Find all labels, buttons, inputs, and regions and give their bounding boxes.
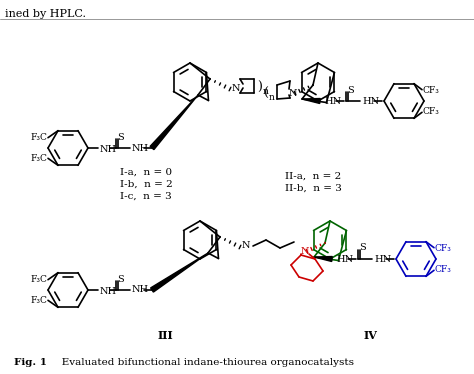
Text: Fig. 1: Fig. 1 [14, 358, 47, 367]
Text: I-b,  n = 2: I-b, n = 2 [120, 180, 173, 189]
Text: ined by HPLC.: ined by HPLC. [5, 9, 86, 19]
Text: NH: NH [132, 144, 149, 153]
Text: F₃C: F₃C [30, 133, 47, 142]
Text: CF₃: CF₃ [435, 265, 452, 274]
Text: S: S [117, 132, 124, 141]
Text: HN: HN [374, 254, 391, 264]
Text: N: N [301, 246, 309, 255]
Text: S: S [359, 243, 366, 252]
Text: Evaluated bifunctional indane-thiourea organocatalysts: Evaluated bifunctional indane-thiourea o… [52, 358, 354, 367]
Polygon shape [302, 98, 320, 104]
Text: NH: NH [100, 286, 117, 295]
Text: n: n [269, 92, 275, 101]
Text: F₃C: F₃C [30, 275, 47, 284]
Text: F₃C: F₃C [30, 296, 47, 305]
Text: ): ) [257, 80, 262, 94]
Text: III: III [157, 330, 173, 341]
Text: CF₃: CF₃ [435, 244, 452, 253]
Text: n: n [263, 86, 269, 95]
Text: CF₃: CF₃ [423, 86, 440, 95]
Text: I-a,  n = 0: I-a, n = 0 [120, 168, 172, 177]
Text: N: N [232, 83, 240, 92]
Polygon shape [314, 257, 332, 261]
Text: HN: HN [324, 96, 341, 105]
Text: NH: NH [132, 285, 149, 294]
Polygon shape [151, 253, 208, 292]
Text: F₃C: F₃C [30, 154, 47, 163]
Text: I-c,  n = 3: I-c, n = 3 [120, 192, 172, 201]
Text: II-b,  n = 3: II-b, n = 3 [285, 184, 342, 193]
Text: NH: NH [100, 144, 117, 153]
Polygon shape [150, 95, 198, 150]
Text: IV: IV [363, 330, 377, 341]
Text: S: S [347, 86, 354, 95]
Text: HN: HN [362, 96, 379, 105]
Text: (: ( [264, 86, 269, 99]
Text: N: N [242, 242, 250, 251]
Text: CF₃: CF₃ [423, 107, 440, 116]
Text: II-a,  n = 2: II-a, n = 2 [285, 172, 341, 181]
Text: HN: HN [336, 254, 353, 264]
Text: N: N [289, 89, 297, 98]
Text: S: S [117, 275, 124, 283]
